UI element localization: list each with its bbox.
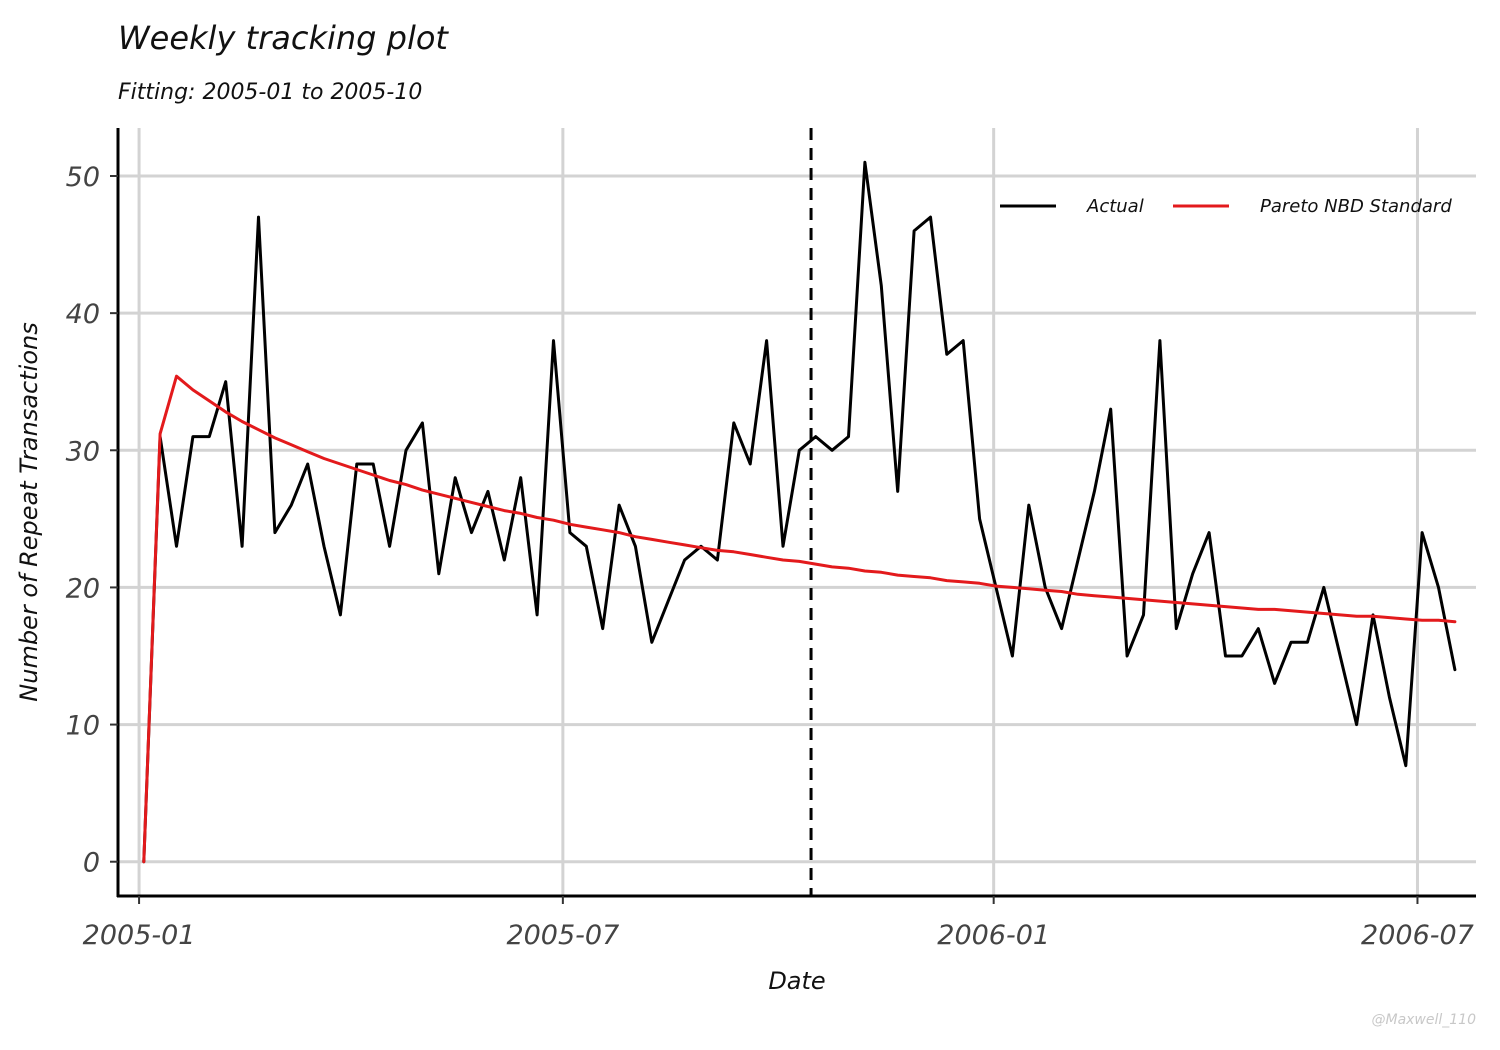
- legend-label-actual: Actual: [1086, 196, 1144, 217]
- y-tick-label: 40: [66, 299, 100, 330]
- y-tick-label: 20: [66, 573, 100, 604]
- chart-subtitle: Fitting: 2005-01 to 2005-10: [118, 80, 422, 105]
- y-tick-label: 30: [66, 436, 100, 467]
- x-tick-label: 2005-01: [83, 920, 196, 951]
- grid: [118, 128, 1476, 896]
- y-axis-ticks: 0 10 20 30 40 50: [66, 162, 118, 879]
- y-axis-label: Number of Repeat Transactions: [15, 322, 43, 701]
- legend-label-pareto-nbd-standard: Pareto NBD Standard: [1260, 196, 1452, 217]
- legend: Actual Pareto NBD Standard: [1000, 196, 1452, 217]
- chart-title: Weekly tracking plot: [118, 19, 449, 57]
- series-line-pareto-nbd-standard: [142, 374, 1457, 864]
- y-tick-label: 50: [66, 162, 100, 193]
- x-axis-label: Date: [768, 967, 825, 995]
- y-tick-label: 0: [83, 848, 100, 879]
- x-tick-label: 2005-07: [506, 920, 619, 951]
- x-axis-ticks: 2005-01 2005-07 2006-01 2006-07: [83, 896, 1474, 951]
- plot-lines: [142, 160, 1457, 864]
- x-tick-label: 2006-01: [937, 920, 1050, 951]
- watermark: @Maxwell_110: [1371, 1012, 1476, 1028]
- x-tick-label: 2006-07: [1361, 920, 1474, 951]
- y-tick-label: 10: [66, 711, 100, 742]
- series-line-actual: [142, 160, 1457, 864]
